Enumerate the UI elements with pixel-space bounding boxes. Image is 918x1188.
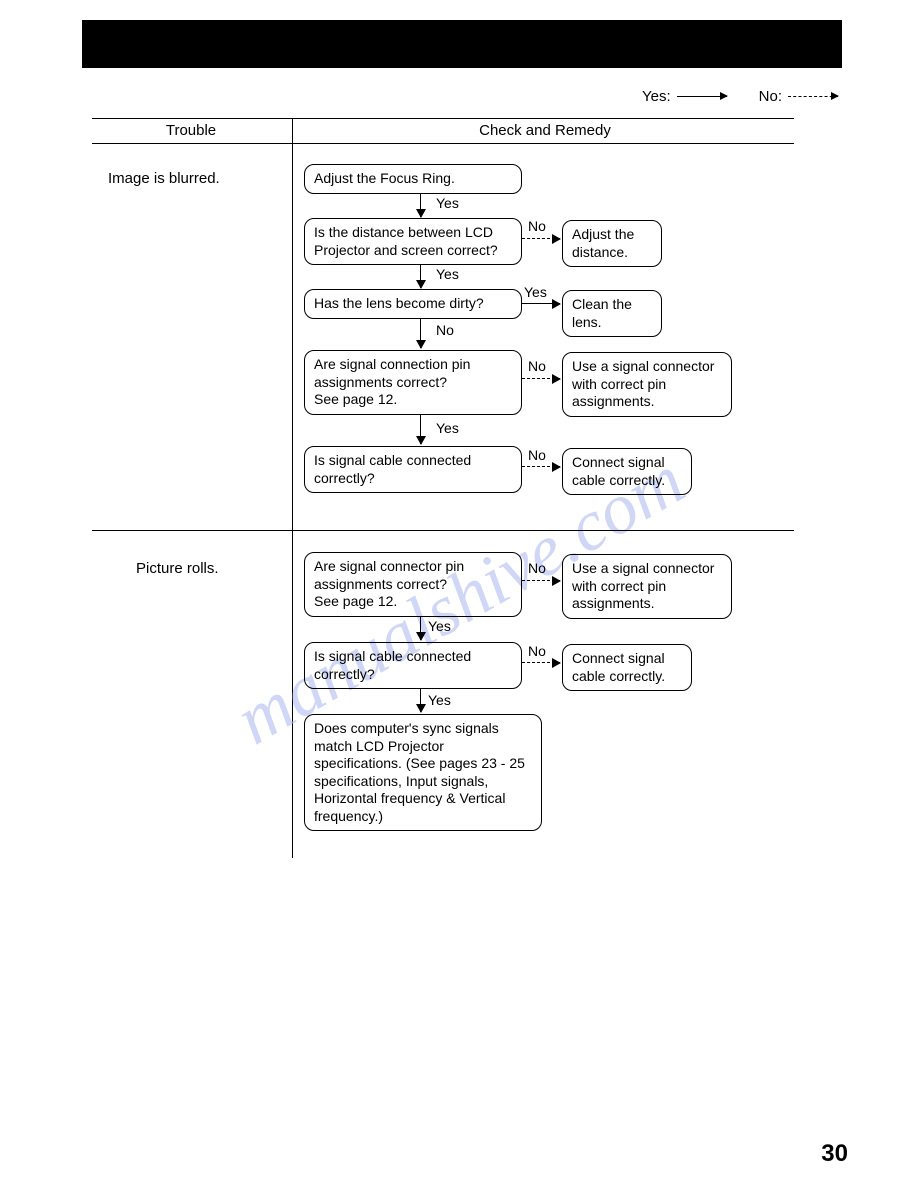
table-col-divider bbox=[292, 118, 293, 858]
flow-arrow-down bbox=[420, 193, 421, 217]
page-number: 30 bbox=[821, 1140, 848, 1168]
flow-arrow-down bbox=[420, 318, 421, 348]
flow-arrow-down bbox=[420, 616, 421, 640]
flow-arrow-down bbox=[420, 688, 421, 712]
flow-arrow-right-solid bbox=[522, 303, 560, 304]
table-header-rule bbox=[92, 143, 794, 144]
table-top-rule bbox=[92, 118, 794, 119]
edge-label: No bbox=[436, 322, 454, 338]
flow-arrow-right-dashed bbox=[522, 238, 560, 239]
flow-arrow-right-dashed bbox=[522, 580, 560, 581]
flow-arrow-right-dashed bbox=[522, 378, 560, 379]
flow-node: Adjust the distance. bbox=[562, 220, 662, 267]
edge-label: No bbox=[528, 643, 546, 659]
flow-node: Has the lens become dirty? bbox=[304, 289, 522, 319]
flow-node: Clean the lens. bbox=[562, 290, 662, 337]
edge-label: Yes bbox=[428, 692, 451, 708]
edge-label: No bbox=[528, 447, 546, 463]
edge-label: Yes bbox=[428, 618, 451, 634]
legend-no-label: No: bbox=[759, 88, 782, 105]
edge-label: Yes bbox=[436, 420, 459, 436]
flow-node: Are signal connection pin assignments co… bbox=[304, 350, 522, 415]
edge-label: Yes bbox=[436, 266, 459, 282]
flow-arrow-right-dashed bbox=[522, 466, 560, 467]
flow-node: Does computer's sync signals match LCD P… bbox=[304, 714, 542, 831]
solid-arrow-icon bbox=[677, 96, 727, 97]
section-divider-rule bbox=[92, 530, 794, 531]
flow-arrow-right-dashed bbox=[522, 662, 560, 663]
flow-arrow-down bbox=[420, 264, 421, 288]
legend-yes-label: Yes: bbox=[642, 88, 671, 105]
flow-node: Is signal cable connected correctly? bbox=[304, 446, 522, 493]
edge-label: Yes bbox=[436, 195, 459, 211]
edge-label: No bbox=[528, 358, 546, 374]
dashed-arrow-icon bbox=[788, 96, 838, 97]
flow-arrow-down bbox=[420, 414, 421, 444]
flow-node: Is signal cable connected correctly? bbox=[304, 642, 522, 689]
flow-node: Use a signal connector with correct pin … bbox=[562, 352, 732, 417]
flow-node: Connect signal cable correctly. bbox=[562, 448, 692, 495]
trouble-label: Image is blurred. bbox=[108, 170, 220, 187]
flow-node: Adjust the Focus Ring. bbox=[304, 164, 522, 194]
edge-label: Yes bbox=[524, 284, 547, 300]
header-trouble: Trouble bbox=[92, 122, 290, 139]
flow-node: Use a signal connector with correct pin … bbox=[562, 554, 732, 619]
header-blackbar bbox=[82, 20, 842, 68]
edge-label: No bbox=[528, 560, 546, 576]
trouble-label: Picture rolls. bbox=[136, 560, 219, 577]
arrow-legend: Yes: No: bbox=[642, 88, 838, 105]
edge-label: No bbox=[528, 218, 546, 234]
header-remedy: Check and Remedy bbox=[296, 122, 794, 139]
flow-node: Are signal connector pin assignments cor… bbox=[304, 552, 522, 617]
flow-node: Is the distance between LCD Projector an… bbox=[304, 218, 522, 265]
flow-node: Connect signal cable correctly. bbox=[562, 644, 692, 691]
